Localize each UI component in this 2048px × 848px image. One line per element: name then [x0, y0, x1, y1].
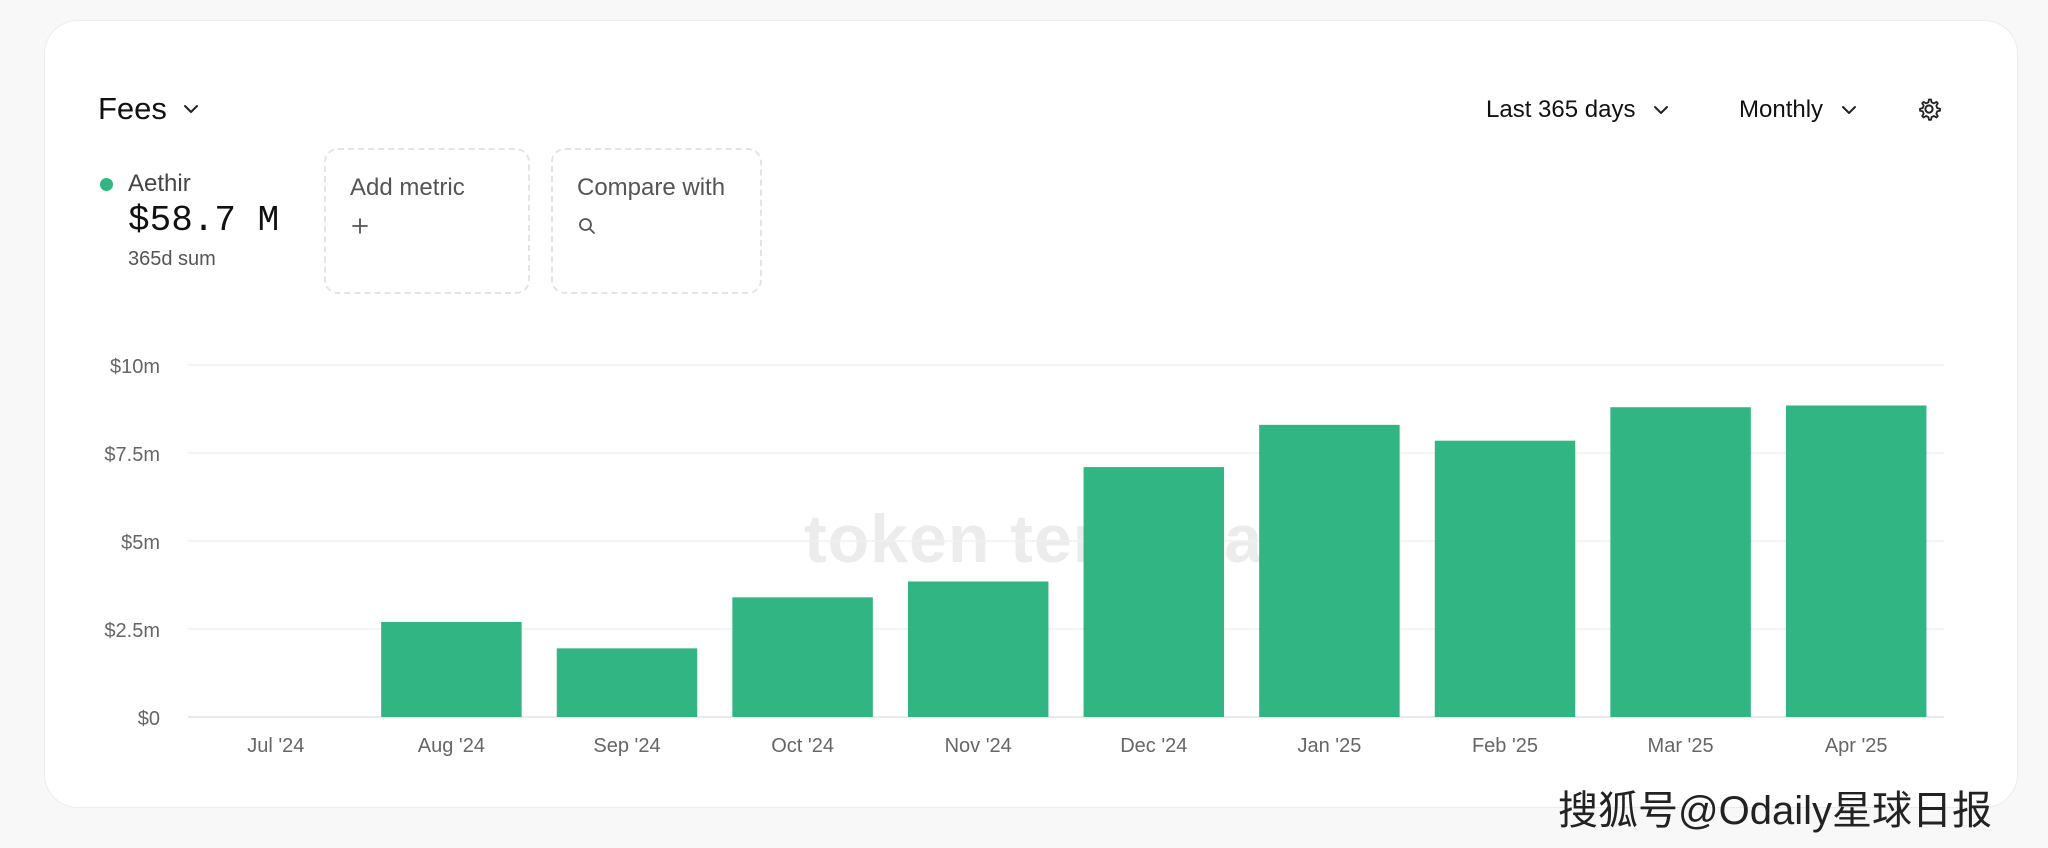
chevron-down-icon — [1654, 106, 1669, 114]
bar — [381, 621, 522, 717]
x-tick-label: Jul '24 — [247, 735, 304, 757]
search-icon — [579, 218, 595, 234]
plus-icon — [352, 218, 368, 234]
y-tick-label: $10m — [110, 356, 160, 378]
bar — [1610, 407, 1751, 717]
metric-selector[interactable]: Fees — [98, 86, 201, 132]
bar — [732, 597, 873, 717]
token-terminal-watermark: token terminal_ — [804, 501, 1322, 577]
x-tick-label: Sep '24 — [593, 735, 660, 757]
compare-with-button[interactable]: Compare with — [551, 148, 762, 294]
bar — [556, 648, 698, 717]
gear-icon[interactable] — [1916, 96, 1942, 122]
compare-with-label: Compare with — [577, 174, 726, 201]
series-name: Aethir — [128, 170, 191, 197]
chevron-down-icon — [183, 105, 198, 113]
bar — [1785, 405, 1927, 717]
y-tick-label: $0 — [138, 708, 160, 730]
x-tick-label: Dec '24 — [1120, 735, 1187, 757]
metric-title: Fees — [98, 91, 167, 126]
x-tick-label: Apr '25 — [1825, 735, 1888, 757]
x-tick-label: Aug '24 — [418, 735, 485, 757]
range-selector[interactable]: Last 365 days — [1486, 88, 1671, 132]
series-total-caption: 365d sum — [128, 248, 216, 270]
range-label: Last 365 days — [1486, 96, 1636, 123]
y-tick-label: $5m — [121, 532, 160, 554]
series-color-dot — [100, 178, 113, 191]
x-tick-label: Jan '25 — [1297, 735, 1361, 757]
add-metric-button[interactable]: Add metric — [324, 148, 530, 294]
y-tick-label: $7.5m — [104, 444, 160, 466]
add-metric-label: Add metric — [350, 174, 465, 201]
bar — [1259, 424, 1400, 717]
y-tick-label: $2.5m — [104, 620, 160, 642]
granularity-selector[interactable]: Monthly — [1739, 88, 1859, 132]
x-tick-label: Nov '24 — [945, 735, 1012, 757]
granularity-label: Monthly — [1739, 96, 1824, 123]
x-tick-label: Feb '25 — [1472, 735, 1538, 757]
source-watermark: 搜狐号@Odaily星球日报 — [1558, 789, 1992, 833]
bar — [1083, 467, 1225, 717]
chevron-down-icon — [1842, 106, 1857, 114]
series-total-value: $58.7 M — [128, 200, 280, 241]
bar — [1434, 440, 1576, 717]
bar — [907, 581, 1049, 717]
x-tick-label: Oct '24 — [771, 735, 834, 757]
x-tick-label: Mar '25 — [1648, 735, 1714, 757]
